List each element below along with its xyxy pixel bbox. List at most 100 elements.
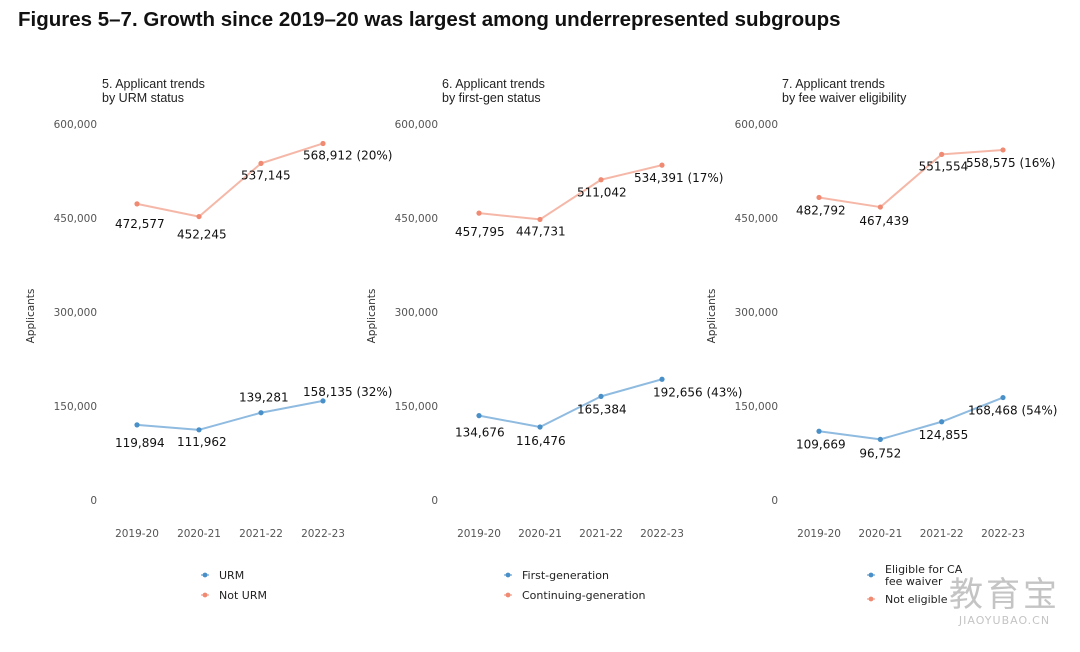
legend-label: Eligible for CA xyxy=(885,563,963,576)
y-tick-label: 600,000 xyxy=(395,119,438,131)
data-point xyxy=(196,213,202,220)
data-point xyxy=(476,413,482,419)
data-label: 537,145 xyxy=(241,168,291,182)
panel-title-line: 6. Applicant trends xyxy=(442,77,545,91)
y-tick-label: 600,000 xyxy=(735,119,778,131)
series-line-blue xyxy=(478,378,663,429)
data-point xyxy=(258,410,264,416)
y-tick-label: 0 xyxy=(771,495,778,507)
legend-marker xyxy=(202,592,208,598)
y-tick-label: 450,000 xyxy=(54,213,97,225)
data-point xyxy=(476,210,482,216)
data-label: 139,281 xyxy=(239,391,289,405)
legend-marker xyxy=(868,596,874,602)
data-point xyxy=(598,393,604,399)
y-tick-label: 300,000 xyxy=(395,307,438,319)
watermark: 教育宝 JIAOYUBAO.CN xyxy=(949,576,1060,627)
data-point xyxy=(877,204,883,210)
x-tick-label: 2022-23 xyxy=(301,528,345,540)
panel-title-line: 5. Applicant trends xyxy=(102,77,205,91)
legend-label: Not eligible xyxy=(885,593,948,606)
data-label: 568,912 (20%) xyxy=(303,148,392,162)
data-point xyxy=(320,140,326,147)
legend-label: Continuing-generation xyxy=(522,589,646,602)
panel-title-line: by fee waiver eligibility xyxy=(782,91,907,105)
x-tick-label: 2021-22 xyxy=(920,528,964,540)
x-tick-label: 2020-21 xyxy=(518,528,562,540)
data-point xyxy=(939,419,945,425)
data-point xyxy=(659,376,665,382)
data-point xyxy=(320,398,326,404)
series-line-salmon xyxy=(136,142,324,218)
watermark-logo: 教育宝 xyxy=(949,575,1060,615)
data-label: 192,656 (43%) xyxy=(653,385,742,399)
y-tick-label: 150,000 xyxy=(395,401,438,413)
y-tick-label: 300,000 xyxy=(735,307,778,319)
x-tick-label: 2021-22 xyxy=(579,528,623,540)
data-point xyxy=(939,151,945,157)
y-tick-label: 300,000 xyxy=(54,307,97,319)
series-line-salmon xyxy=(818,148,1004,209)
x-tick-label: 2021-22 xyxy=(239,528,283,540)
x-tick-label: 2020-21 xyxy=(858,528,902,540)
data-label: 96,752 xyxy=(859,446,901,460)
data-point xyxy=(816,194,822,201)
data-point xyxy=(134,201,140,207)
data-label: 158,135 (32%) xyxy=(303,385,392,399)
legend-label: First-generation xyxy=(522,569,609,582)
data-point xyxy=(598,177,604,183)
data-label: 447,731 xyxy=(516,224,566,238)
legend-label: Not URM xyxy=(219,589,267,602)
data-label: 534,391 (17%) xyxy=(634,171,723,185)
y-tick-label: 600,000 xyxy=(54,119,97,131)
data-label: 116,476 xyxy=(516,434,566,448)
data-label: 472,577 xyxy=(115,217,165,231)
panel-title-line: 7. Applicant trends xyxy=(782,77,885,91)
watermark-url: JIAOYUBAO.CN xyxy=(958,614,1051,627)
y-tick-label: 150,000 xyxy=(735,401,778,413)
data-point xyxy=(1000,147,1006,153)
x-tick-label: 2019-20 xyxy=(457,528,501,540)
y-tick-label: 450,000 xyxy=(395,213,438,225)
legend-marker xyxy=(505,572,511,578)
legend-label: URM xyxy=(219,569,244,582)
legend-marker xyxy=(202,572,208,578)
x-tick-label: 2022-23 xyxy=(981,528,1025,540)
data-label: 467,439 xyxy=(859,214,909,228)
data-label: 168,468 (54%) xyxy=(968,404,1057,418)
data-point xyxy=(537,216,543,223)
data-point xyxy=(258,160,264,166)
panel-title-line: by first-gen status xyxy=(442,91,541,105)
x-tick-label: 2019-20 xyxy=(115,528,159,540)
series-line-blue xyxy=(136,399,324,431)
data-label: 111,962 xyxy=(177,435,227,449)
x-tick-label: 2019-20 xyxy=(797,528,841,540)
panel-title-line: by URM status xyxy=(102,91,184,105)
data-point xyxy=(134,422,140,428)
y-tick-label: 150,000 xyxy=(54,401,97,413)
data-label: 124,855 xyxy=(919,428,969,442)
y-tick-label: 0 xyxy=(431,495,438,507)
legend-marker xyxy=(868,572,874,578)
legend-label: fee waiver xyxy=(885,575,943,588)
series-line-blue xyxy=(818,396,1004,441)
data-label: 119,894 xyxy=(115,436,165,450)
data-point xyxy=(816,428,822,434)
data-label: 482,792 xyxy=(796,203,846,217)
y-tick-label: 450,000 xyxy=(735,213,778,225)
data-point xyxy=(659,162,665,168)
x-tick-label: 2020-21 xyxy=(177,528,221,540)
y-axis-label: Applicants xyxy=(366,289,378,344)
series-line-salmon xyxy=(478,164,663,221)
data-label: 551,554 xyxy=(919,159,969,173)
data-label: 511,042 xyxy=(577,186,627,200)
y-tick-label: 0 xyxy=(90,495,97,507)
data-label: 452,245 xyxy=(177,228,227,242)
data-label: 134,676 xyxy=(455,426,505,440)
data-point xyxy=(1000,394,1006,401)
data-point xyxy=(537,424,543,430)
data-label: 558,575 (16%) xyxy=(966,156,1055,170)
